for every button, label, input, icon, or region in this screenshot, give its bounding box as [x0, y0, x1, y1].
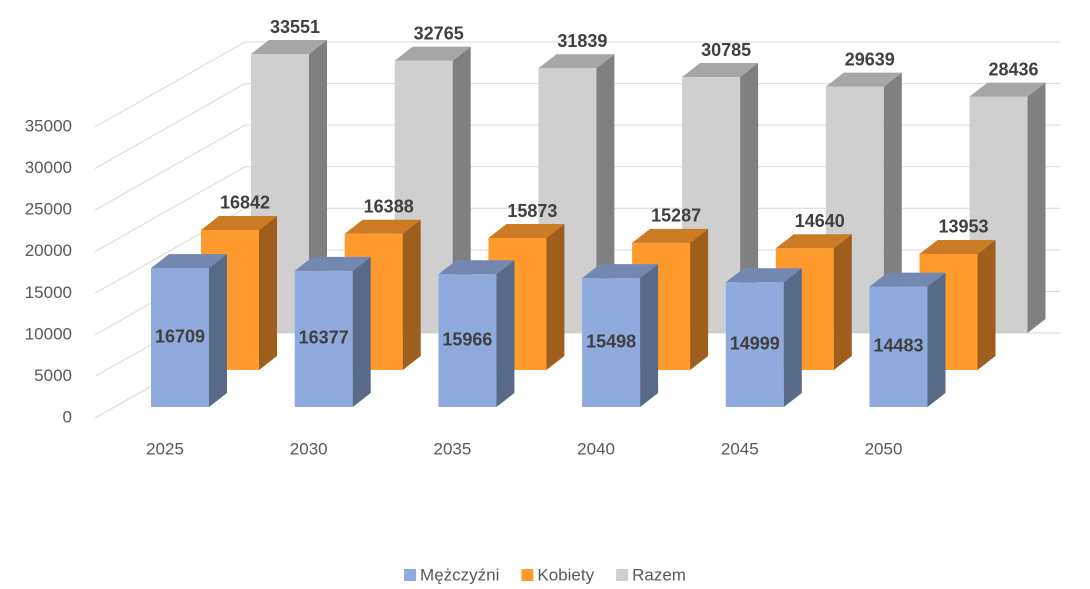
bar-top	[488, 224, 565, 239]
x-tick-label: 2040	[577, 439, 615, 458]
y-tick-label: 20000	[25, 241, 72, 260]
x-tick-label: 2045	[721, 439, 759, 458]
bar	[969, 82, 1046, 333]
bar-side	[402, 219, 421, 370]
bar-top	[538, 54, 615, 69]
bar-top	[582, 264, 659, 279]
bar-top	[825, 72, 902, 87]
bar-side	[352, 256, 371, 407]
data-label: 30785	[701, 40, 751, 60]
data-label: 14483	[873, 336, 923, 356]
data-label: 14999	[730, 333, 780, 353]
y-tick-label: 25000	[25, 200, 72, 219]
bar-side	[927, 272, 946, 407]
bar-side	[783, 268, 802, 407]
grid-line	[94, 166, 1060, 253]
bar-side	[1027, 82, 1046, 333]
bar-top	[869, 272, 946, 287]
bar-side	[690, 228, 709, 370]
bar-top	[394, 46, 471, 61]
x-tick-label: 2025	[146, 439, 184, 458]
bar-side	[883, 72, 902, 334]
bar-front	[582, 278, 641, 407]
bar-top	[201, 215, 277, 230]
bar-top	[632, 228, 709, 243]
data-label: 13953	[938, 217, 988, 237]
bar-side	[496, 260, 515, 407]
bar	[294, 256, 371, 407]
data-label: 15966	[442, 329, 492, 349]
bar	[151, 254, 227, 407]
y-tick-label: 30000	[25, 158, 72, 177]
bar-top	[344, 219, 421, 234]
data-label: 15873	[507, 201, 557, 221]
bar-top	[251, 40, 327, 55]
bar-front	[151, 268, 209, 407]
bar-side	[833, 234, 852, 370]
bar-top	[151, 254, 227, 269]
bar	[582, 264, 659, 407]
bar-side	[596, 54, 615, 333]
y-tick-label: 5000	[34, 366, 72, 385]
x-tick-label: 2030	[290, 439, 328, 458]
legend-label: Mężczyźni	[420, 565, 499, 584]
data-label: 28436	[988, 59, 1038, 79]
bar-top	[775, 234, 852, 249]
legend-swatch	[521, 569, 534, 581]
y-tick-label: 10000	[25, 324, 72, 343]
legend-label: Razem	[632, 565, 686, 584]
bar-top	[682, 63, 759, 78]
bar-side	[546, 224, 565, 370]
bar-top	[725, 268, 802, 283]
data-label: 16388	[364, 196, 414, 216]
bar	[725, 268, 802, 407]
bar	[869, 272, 946, 407]
data-label: 15287	[651, 206, 701, 226]
bar-side	[259, 215, 277, 370]
bar-front	[438, 274, 497, 407]
x-tick-label: 2050	[865, 439, 903, 458]
grid-line	[94, 124, 1060, 211]
x-tick-label: 2035	[433, 439, 471, 458]
bar-front	[869, 286, 928, 407]
bar-top	[969, 82, 1046, 97]
y-tick-label: 35000	[25, 116, 72, 135]
data-label: 16709	[155, 326, 205, 346]
bar-front	[725, 282, 784, 407]
data-label: 29639	[845, 49, 895, 69]
data-label: 16377	[299, 328, 349, 348]
bar-side	[209, 254, 227, 407]
y-tick-label: 0	[63, 407, 72, 426]
legend-swatch	[404, 569, 417, 581]
bar-top	[294, 256, 371, 271]
data-label: 31839	[557, 31, 607, 51]
grid-line	[94, 41, 1060, 128]
data-label: 16842	[220, 193, 270, 213]
legend-label: Kobiety	[537, 565, 594, 584]
bar-side	[740, 63, 759, 334]
bar-side	[977, 239, 996, 370]
bar-side	[640, 264, 659, 407]
bar-top	[438, 260, 515, 275]
data-label: 15498	[586, 331, 636, 351]
grid-line	[94, 207, 1060, 294]
bar-top	[919, 239, 996, 254]
data-label: 32765	[414, 23, 464, 43]
data-label: 14640	[795, 211, 845, 231]
bar	[438, 260, 515, 407]
y-tick-label: 15000	[25, 283, 72, 302]
legend-swatch	[616, 569, 629, 581]
grid-line	[94, 83, 1060, 170]
data-label: 33551	[270, 17, 320, 37]
bar-front	[294, 270, 353, 407]
